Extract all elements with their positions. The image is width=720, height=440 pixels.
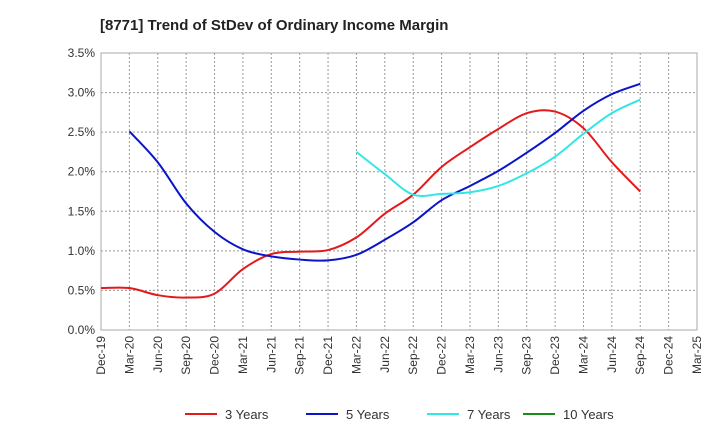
x-tick-label: Jun-24 xyxy=(605,336,619,373)
x-tick-label: Dec-21 xyxy=(321,336,335,375)
x-tick-label: Dec-20 xyxy=(208,336,222,375)
series-lines xyxy=(100,82,641,299)
axes: 0.0% 0.5% 1.0% 1.5% 2.0% 2.5% 3.0% 3.5% Dec-19 Ma… xyxy=(68,46,704,375)
x-tick-label: Mar-21 xyxy=(236,336,250,374)
x-tick-label: Jun-22 xyxy=(378,336,392,373)
x-tick-label: Dec-22 xyxy=(435,336,449,375)
x-tick-label: Mar-25 xyxy=(690,336,704,374)
x-tick-label: Sep-24 xyxy=(633,336,647,375)
series-line-5-years xyxy=(128,82,641,262)
x-tick-label: Dec-19 xyxy=(94,336,108,375)
x-tick-label: Mar-24 xyxy=(576,336,590,374)
y-tick-label: 2.0% xyxy=(68,165,96,179)
x-tick-label: Dec-24 xyxy=(662,336,676,375)
y-tick-label: 0.5% xyxy=(68,283,96,297)
x-tick-label: Jun-20 xyxy=(151,336,165,373)
x-tick-label: Sep-20 xyxy=(179,336,193,375)
legend-label: 5 Years xyxy=(346,407,390,422)
y-tick-label: 2.5% xyxy=(68,125,96,139)
series-line-3-years xyxy=(100,109,641,299)
chart-title: [8771] Trend of StDev of Ordinary Income… xyxy=(100,17,448,34)
y-tick-label: 3.0% xyxy=(68,86,96,100)
x-tick-label: Dec-23 xyxy=(548,336,562,375)
y-tick-label: 1.5% xyxy=(68,204,96,218)
series-line-7-years xyxy=(355,98,641,197)
x-tick-label: Sep-21 xyxy=(293,336,307,375)
x-tick-label: Jun-21 xyxy=(264,336,278,373)
y-tick-label: 1.0% xyxy=(68,244,96,258)
x-tick-label: Mar-20 xyxy=(122,336,136,374)
x-tick-label: Sep-23 xyxy=(520,336,534,375)
legend-label: 10 Years xyxy=(563,407,614,422)
y-tick-label: 0.0% xyxy=(68,323,96,337)
x-tick-label: Jun-23 xyxy=(491,336,505,373)
x-tick-label: Sep-22 xyxy=(406,336,420,375)
plot-frame xyxy=(100,52,698,331)
x-tick-label: Mar-23 xyxy=(463,336,477,374)
y-tick-label: 3.5% xyxy=(68,46,96,60)
grid xyxy=(101,53,697,330)
x-tick-label: Mar-22 xyxy=(349,336,363,374)
legend: 3 Years 5 Years 7 Years 10 Years xyxy=(185,407,614,422)
legend-label: 7 Years xyxy=(467,407,511,422)
legend-label: 3 Years xyxy=(225,407,269,422)
